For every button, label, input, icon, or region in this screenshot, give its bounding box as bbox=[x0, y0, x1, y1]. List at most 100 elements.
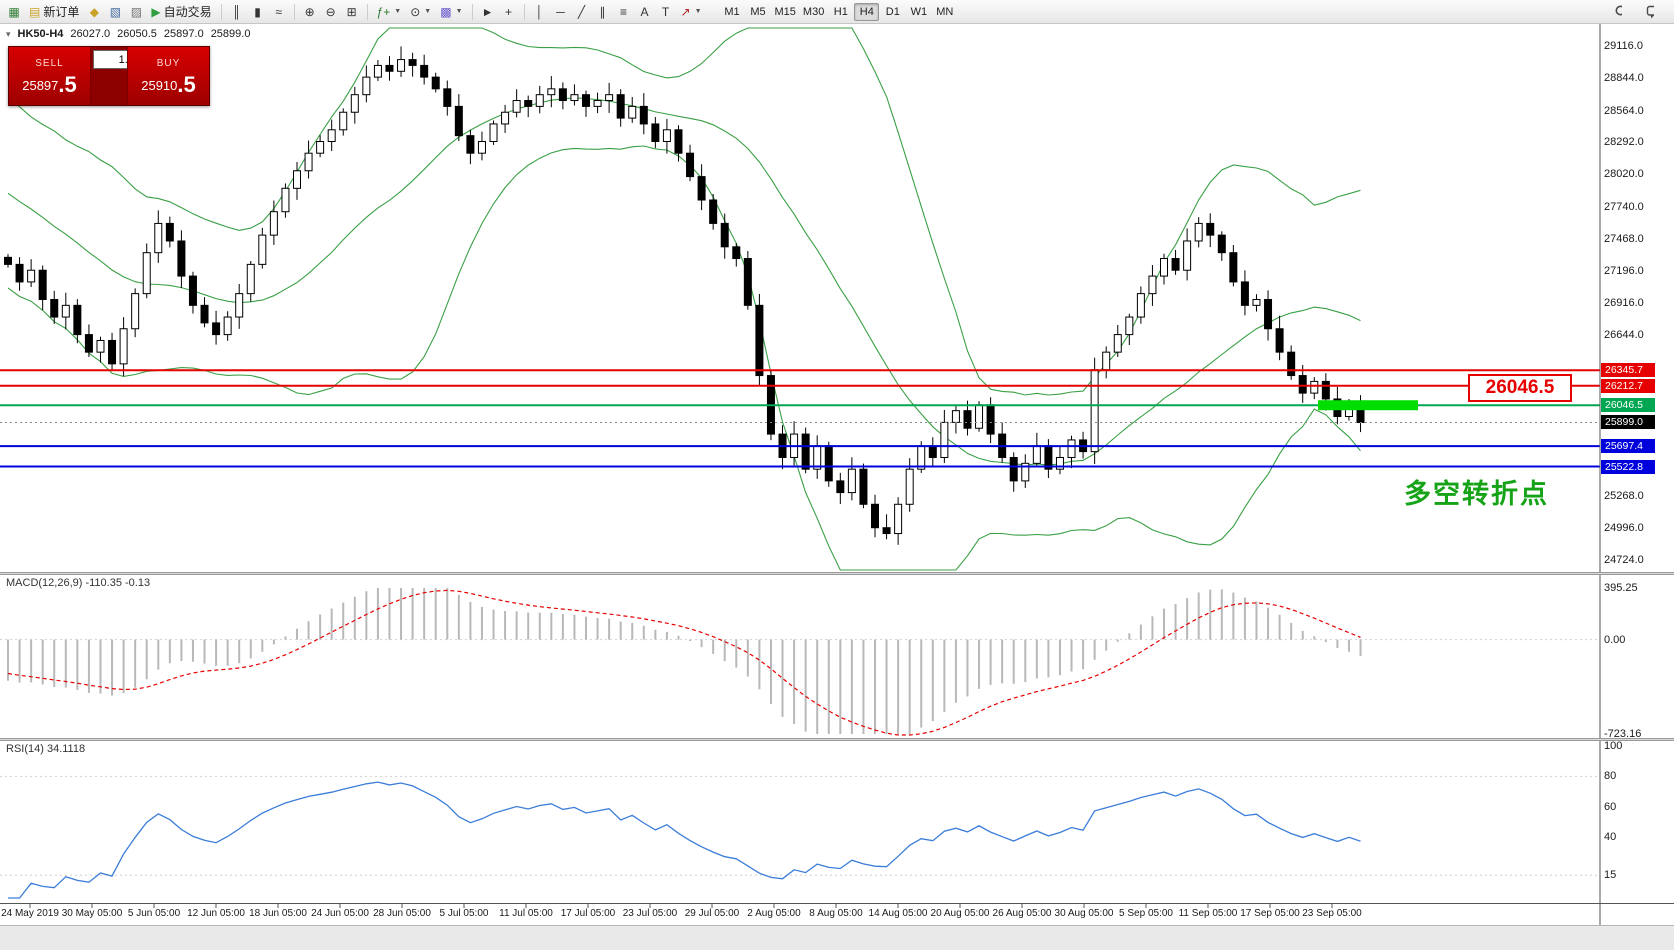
trendline-button[interactable]: ╱ bbox=[572, 2, 592, 22]
trendline-icon: ╱ bbox=[577, 4, 586, 19]
text-button[interactable]: A bbox=[635, 2, 655, 22]
timeframe-h1-button[interactable]: H1 bbox=[828, 3, 853, 21]
price-axis[interactable]: 29116.0 28844.0 28564.0 28292.0 28020.0 27740… bbox=[1600, 24, 1674, 925]
timeframe-w1-button[interactable]: W1 bbox=[906, 3, 931, 21]
sell-button[interactable]: SELL 25897.5 bbox=[9, 47, 91, 105]
market-watch-icon: ◆ bbox=[89, 4, 99, 19]
time-axis-label: 30 May 05:00 bbox=[61, 908, 123, 919]
time-axis-label: 11 Sep 05:00 bbox=[1178, 908, 1238, 919]
price-level-callout[interactable]: 26046.5 bbox=[1468, 374, 1572, 402]
price-level-tag[interactable]: 26046.5 bbox=[1601, 398, 1655, 413]
pane-separator-rsi[interactable] bbox=[0, 738, 1674, 741]
indicators-button[interactable]: ƒ+ ▼ bbox=[373, 2, 406, 22]
time-axis[interactable]: 24 May 2019 30 May 05:00 5 Jun 05:00 12 Jun… bbox=[0, 903, 1600, 925]
price-level-tag[interactable]: 25522.8 bbox=[1601, 459, 1655, 474]
rsi-scale-label: 15 bbox=[1604, 869, 1617, 882]
search-button[interactable] bbox=[1608, 2, 1628, 22]
dropdown-arrow-icon: ▼ bbox=[394, 8, 402, 15]
bar-chart-icon: ║ bbox=[232, 4, 241, 19]
text-icon: A bbox=[640, 4, 649, 19]
vertical-line-button[interactable]: │ bbox=[530, 2, 550, 22]
dropdown-arrow-icon: ▼ bbox=[455, 8, 463, 15]
time-axis-label: 24 Jun 05:00 bbox=[311, 908, 369, 919]
time-axis-label: 29 Jul 05:00 bbox=[684, 908, 740, 919]
candlestick-chart-button[interactable]: ▮ bbox=[248, 2, 268, 22]
price-axis-label: 27468.0 bbox=[1604, 232, 1644, 245]
timeframe-d1-button[interactable]: D1 bbox=[880, 3, 905, 21]
timeframe-m5-button[interactable]: M5 bbox=[746, 3, 771, 21]
tile-windows-button[interactable]: ⊞ bbox=[342, 2, 362, 22]
sell-label: SELL bbox=[35, 58, 64, 69]
time-axis-label: 11 Jul 05:00 bbox=[499, 908, 553, 919]
timeframe-h4-button[interactable]: H4 bbox=[854, 2, 880, 21]
price-axis-label: 24724.0 bbox=[1604, 554, 1644, 566]
data-window-icon: ▧ bbox=[109, 4, 122, 19]
time-axis-label: 23 Sep 05:00 bbox=[1302, 908, 1362, 919]
zoom-out-button[interactable]: ⊖ bbox=[321, 2, 341, 22]
zoom-in-button[interactable]: ⊕ bbox=[300, 2, 320, 22]
close-value: 25899.0 bbox=[210, 28, 251, 40]
periods-button[interactable]: ⊙ ▼ bbox=[406, 2, 435, 22]
toolbar-separator bbox=[523, 3, 525, 20]
templates-button[interactable]: ▩ ▼ bbox=[436, 2, 466, 22]
new-order-button-label: 新订单 bbox=[43, 5, 80, 19]
new-order-button[interactable]: ▤ 新订单 bbox=[25, 2, 83, 22]
price-level-tag[interactable]: 26212.7 bbox=[1601, 378, 1655, 393]
buy-price: 25910.5 bbox=[141, 72, 196, 97]
candlestick-chart-icon: ▮ bbox=[254, 4, 261, 19]
current-price-tag: 25899.0 bbox=[1601, 415, 1655, 430]
data-window-button[interactable]: ▧ bbox=[105, 2, 125, 22]
timeframe-m15-button[interactable]: M15 bbox=[772, 3, 799, 21]
navigator-button[interactable]: ▨ bbox=[126, 2, 146, 22]
time-axis-label: 2 Aug 05:00 bbox=[747, 908, 801, 919]
time-axis-label: 17 Sep 05:00 bbox=[1240, 908, 1300, 919]
price-axis-label: 26916.0 bbox=[1604, 297, 1644, 310]
chart-symbol-header: ▾ HK50-H4 26027.0 26050.5 25897.0 25899.… bbox=[6, 28, 250, 40]
vertical-line-icon: │ bbox=[535, 4, 544, 19]
crosshair-icon: + bbox=[505, 4, 513, 19]
sell-price: 25897.5 bbox=[22, 72, 77, 97]
zoom-in-icon: ⊕ bbox=[304, 4, 315, 19]
timeframe-m30-button[interactable]: M30 bbox=[800, 3, 827, 21]
line-chart-button[interactable]: ≈ bbox=[269, 2, 289, 22]
time-axis-label: 12 Jun 05:00 bbox=[187, 908, 245, 919]
autotrading-button[interactable]: ▶ 自动交易 bbox=[147, 2, 215, 22]
market-watch-button[interactable]: ◆ bbox=[84, 2, 104, 22]
new-chart-button[interactable]: ▦ bbox=[4, 2, 24, 22]
price-level-tag[interactable]: 26345.7 bbox=[1601, 363, 1655, 378]
price-axis-label: 28020.0 bbox=[1604, 168, 1644, 181]
bar-chart-button[interactable]: ║ bbox=[227, 2, 247, 22]
text-label-button[interactable]: T bbox=[656, 2, 676, 22]
time-axis-label: 14 Aug 05:00 bbox=[868, 908, 928, 919]
toolbar-right-group bbox=[1608, 2, 1660, 22]
cursor-button[interactable]: ► bbox=[478, 2, 498, 22]
time-axis-label: 17 Jul 05:00 bbox=[560, 908, 616, 919]
navigator-icon: ▨ bbox=[130, 4, 143, 19]
buy-label: BUY bbox=[156, 58, 181, 69]
crosshair-button[interactable]: + bbox=[499, 2, 519, 22]
timeframe-m1-button[interactable]: M1 bbox=[720, 3, 745, 21]
price-level-tag[interactable]: 25697.4 bbox=[1601, 439, 1655, 454]
time-axis-label: 8 Aug 05:00 bbox=[809, 908, 863, 919]
toolbar-separator bbox=[366, 3, 368, 20]
macd-scale-label: -723.16 bbox=[1604, 727, 1642, 740]
oct-toggle-icon[interactable]: ▾ bbox=[6, 28, 11, 39]
symbol-label: HK50-H4 bbox=[17, 28, 64, 40]
timeframe-mn-button[interactable]: MN bbox=[932, 3, 957, 21]
text-label-icon: T bbox=[661, 4, 670, 19]
horizontal-line-button[interactable]: ─ bbox=[551, 2, 571, 22]
arrows-button[interactable]: ↗ ▼ bbox=[677, 2, 706, 22]
fibonacci-icon: ≡ bbox=[620, 4, 628, 19]
time-axis-label: 24 May 2019 bbox=[1, 908, 59, 919]
status-bar bbox=[0, 925, 1674, 950]
chat-button[interactable] bbox=[1640, 2, 1660, 22]
buy-button[interactable]: BUY 25910.5 bbox=[127, 47, 209, 105]
pane-separator-macd[interactable] bbox=[0, 572, 1674, 575]
horizontal-line-icon: ─ bbox=[556, 4, 565, 19]
price-axis-label: 24996.0 bbox=[1604, 522, 1644, 535]
templates-icon: ▩ bbox=[440, 4, 452, 19]
tile-windows-icon: ⊞ bbox=[346, 4, 357, 19]
fibonacci-button[interactable]: ≡ bbox=[614, 2, 634, 22]
channel-icon: ∥ bbox=[599, 4, 606, 19]
channel-button[interactable]: ∥ bbox=[593, 2, 613, 22]
